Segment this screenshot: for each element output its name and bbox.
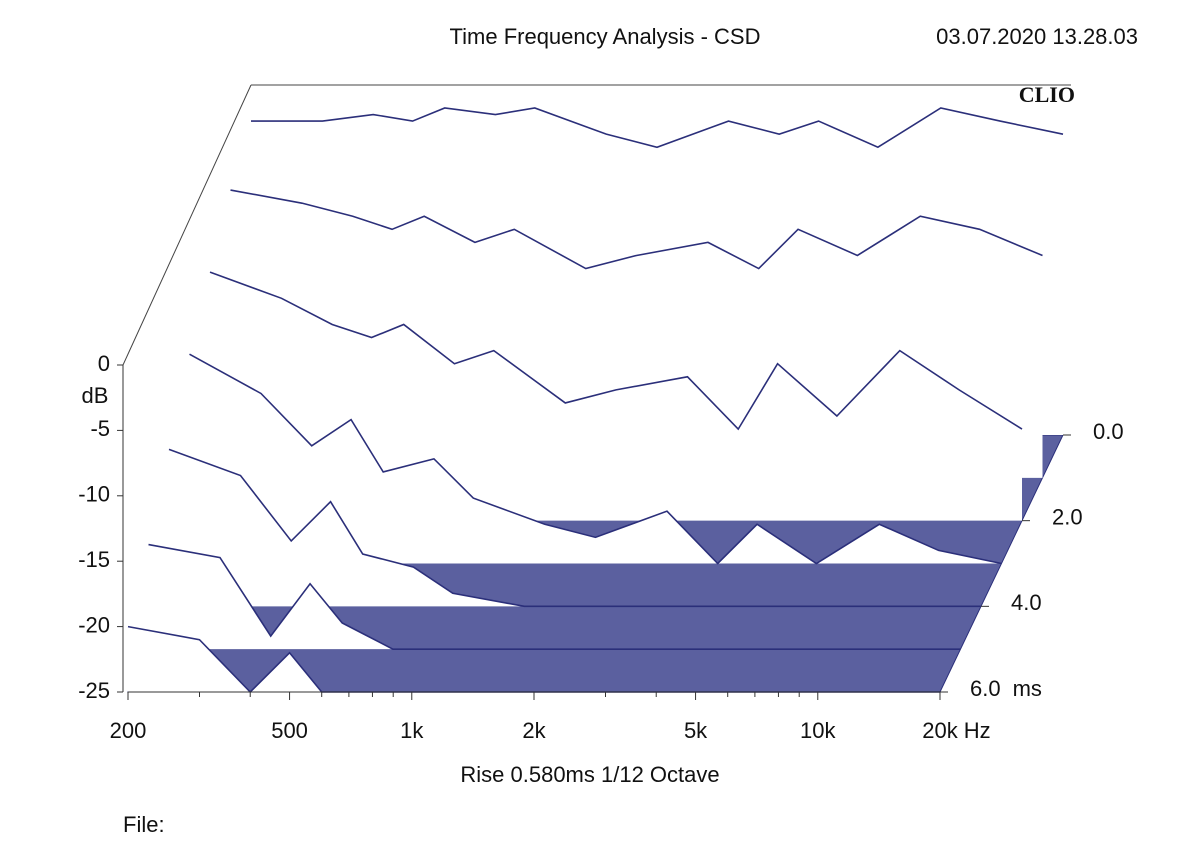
frame-line [122, 84, 252, 366]
x-unit: Hz [964, 718, 991, 743]
z-tick-label: 4.0 [1011, 590, 1042, 615]
slice [189, 353, 1002, 565]
y-tick-label: -10 [78, 482, 110, 507]
timestamp: 03.07.2020 13.28.03 [936, 24, 1138, 49]
x-tick-label: 2k [522, 718, 546, 743]
slice-line [148, 543, 961, 650]
y-tick-label: -15 [78, 547, 110, 572]
slice-line [251, 107, 1064, 149]
x-tick-label: 200 [110, 718, 147, 743]
z-tick-label: 2.0 [1052, 504, 1083, 529]
slice-line [230, 189, 1043, 270]
y-axis-label: dB [82, 383, 109, 408]
file-label: File: [123, 812, 165, 837]
slice-line [209, 271, 1023, 431]
slice-fill [189, 354, 1002, 564]
x-tick-label: 10k [800, 718, 836, 743]
footer: Rise 0.580ms 1/12 Octave [460, 762, 719, 787]
y-tick-label: -25 [78, 678, 110, 703]
slice [209, 271, 1023, 521]
slice-fill [148, 544, 961, 650]
y-tick-label: -20 [78, 612, 110, 637]
x-tick-label: 500 [271, 718, 308, 743]
slice-fill [169, 449, 981, 607]
z-tick-label: 6.0 [970, 676, 1001, 701]
x-tick-label: 5k [684, 718, 708, 743]
slice-line [189, 353, 1002, 565]
slice-fill [210, 272, 1022, 521]
chart-title: Time Frequency Analysis - CSD [450, 24, 761, 49]
x-tick-label: 20k [922, 718, 958, 743]
slice [168, 448, 981, 608]
slice-line [168, 448, 981, 608]
x-tick-label: 1k [400, 718, 424, 743]
slice [148, 543, 961, 650]
brand: CLIO [1019, 82, 1075, 107]
y-tick-label: -5 [90, 416, 110, 441]
z-unit: ms [1013, 676, 1042, 701]
z-tick-label: 0.0 [1093, 419, 1124, 444]
y-tick-label: 0 [98, 351, 110, 376]
slice-fill [128, 626, 940, 692]
